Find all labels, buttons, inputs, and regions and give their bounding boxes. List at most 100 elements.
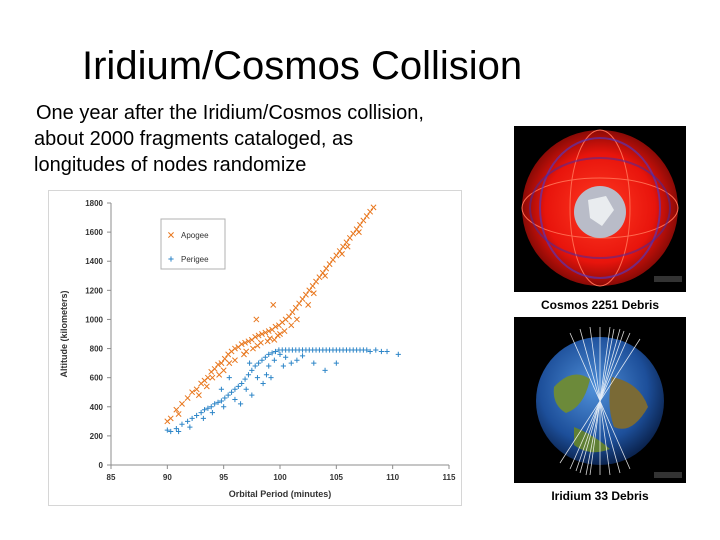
apogee-point — [357, 221, 363, 228]
apogee-point — [367, 208, 374, 215]
perigee-point — [194, 412, 200, 419]
perigee-point — [255, 360, 262, 366]
y-tick-label: 600 — [90, 374, 104, 383]
perigee-point — [218, 398, 225, 404]
scatter-chart-svg: 0 200 400 600 800 1000 1200 1400 1600 1800 85 90 95 1… — [59, 199, 456, 499]
y-tick-label: 800 — [90, 345, 104, 354]
perigee-point — [237, 401, 244, 407]
perigee-point — [373, 347, 379, 353]
perigee-point — [271, 357, 277, 363]
perigee-point — [185, 418, 191, 424]
x-tick-label: 115 — [443, 473, 456, 482]
legend-marker-perigee — [168, 256, 174, 262]
perigee-point — [168, 428, 174, 435]
perigee-point — [187, 424, 193, 430]
apogee-point — [242, 339, 249, 346]
apogee-point — [243, 348, 250, 355]
perigee-point — [254, 375, 261, 381]
apogee-point — [271, 336, 278, 343]
perigee-point — [262, 354, 268, 360]
perigee-point — [288, 360, 294, 366]
perigee-point — [378, 348, 384, 355]
perigee-point — [246, 360, 253, 366]
perigee-point — [226, 375, 232, 381]
apogee-point — [313, 278, 320, 285]
y-tick-label: 1400 — [85, 257, 103, 266]
apogee-point — [173, 406, 180, 413]
perigee-point — [259, 357, 265, 363]
y-tick-label: 1800 — [85, 199, 103, 208]
apogee-point — [350, 230, 357, 237]
perigee-point — [189, 415, 195, 422]
perigee-point — [225, 392, 231, 398]
perigee-point — [280, 363, 286, 369]
apogee-point — [309, 283, 316, 289]
apogee-point — [292, 304, 299, 311]
body-line-2: about 2000 fragments cataloged, as — [34, 128, 354, 150]
perigee-point — [266, 363, 272, 369]
cosmos-debris-caption: Cosmos 2251 Debris — [540, 298, 660, 312]
apogee-point — [286, 313, 292, 320]
perigee-point — [277, 351, 283, 357]
perigee-point — [249, 392, 255, 398]
apogee-point — [221, 355, 228, 362]
iridium-debris-caption: Iridium 33 Debris — [551, 489, 649, 503]
apogee-point — [302, 291, 309, 298]
apogee-point — [310, 290, 317, 297]
perigee-point — [239, 380, 245, 387]
perigee-point — [367, 348, 373, 355]
body-line-3: longitudes of nodes randomize — [34, 154, 307, 176]
slide-body-text: One year after the Iridium/Cosmos collis… — [34, 100, 514, 178]
perigee-point — [232, 386, 238, 392]
slide-title: Iridium/Cosmos Collision — [82, 44, 523, 88]
perigee-point — [272, 348, 279, 355]
perigee-point — [201, 407, 208, 413]
perigee-point — [212, 401, 218, 407]
x-tick-label: 105 — [330, 473, 344, 482]
scatter-chart: 0 200 400 600 800 1000 1200 1400 1600 1800 85 90 95 1… — [48, 190, 462, 506]
perigee-point — [173, 426, 179, 432]
apogee-point — [339, 250, 345, 257]
body-line-1: One year after the Iridium/Cosmos collis… — [36, 102, 424, 124]
apogee-point — [360, 217, 367, 224]
apogee-point — [305, 301, 312, 308]
perigee-point — [384, 348, 390, 355]
apogee-point — [226, 360, 233, 367]
apogee-point — [253, 316, 260, 323]
apogee-point — [215, 361, 221, 368]
perigee-point — [243, 386, 249, 392]
apogee-point — [323, 265, 330, 272]
apogee-point — [329, 256, 336, 263]
apogee-point — [254, 342, 261, 349]
apogee-point — [175, 411, 182, 418]
apogee-point — [184, 395, 191, 401]
apogee-point — [322, 272, 329, 279]
apogee-point — [255, 332, 262, 339]
apogee-point — [277, 331, 283, 337]
perigee-point — [242, 376, 248, 382]
apogee-point — [167, 415, 174, 422]
apogee-point — [296, 300, 303, 307]
y-tick-label: 200 — [90, 432, 104, 441]
x-tick-label: 110 — [386, 473, 399, 482]
x-tick-label: 95 — [219, 473, 228, 482]
apogee-point — [289, 309, 296, 316]
perigee-point — [218, 386, 225, 392]
apogee-point — [231, 357, 238, 364]
perigee-point — [299, 353, 306, 359]
apogee-point — [346, 234, 353, 241]
apogee-point — [203, 383, 210, 390]
apogee-point — [363, 213, 370, 220]
perigee-point — [260, 380, 266, 387]
perigee-point — [364, 347, 370, 353]
perigee-point — [208, 404, 214, 410]
perigee-point — [205, 405, 211, 411]
apogee-point — [293, 316, 300, 323]
x-axis-label: Orbital Period (minutes) — [229, 489, 332, 499]
apogee-point — [288, 322, 295, 329]
perigee-point — [200, 415, 206, 422]
apogee-point — [231, 345, 238, 352]
apogee-point — [262, 329, 269, 336]
apogee-point — [179, 400, 185, 407]
y-tick-label: 400 — [90, 403, 104, 412]
